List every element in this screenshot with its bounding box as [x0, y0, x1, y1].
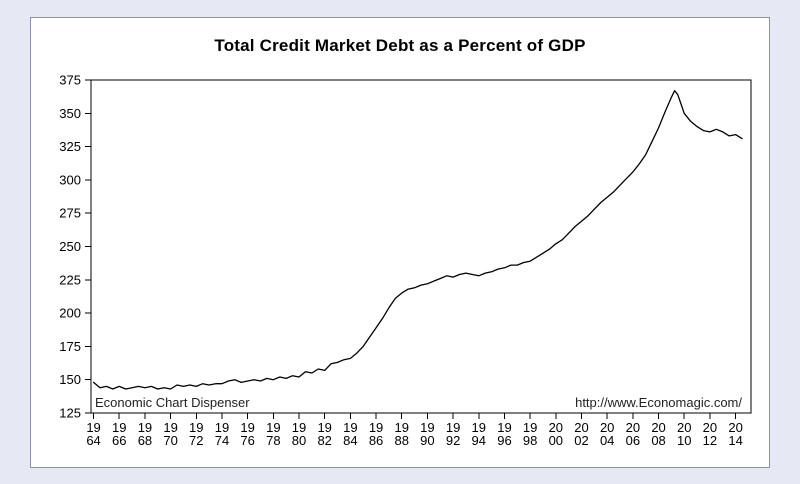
- chart-title: Total Credit Market Debt as a Percent of…: [214, 36, 586, 55]
- x-tick-label: 19 96: [497, 420, 511, 448]
- y-tick-label: 275: [59, 206, 81, 221]
- x-tick-label: 20 00: [549, 420, 563, 448]
- x-tick-label: 19 82: [317, 420, 331, 448]
- x-tick-label: 20 02: [574, 420, 588, 448]
- x-tick-label: 19 70: [163, 420, 177, 448]
- y-tick-label: 150: [59, 372, 81, 387]
- y-tick-label: 200: [59, 306, 81, 321]
- y-tick-label: 175: [59, 339, 81, 354]
- x-tick-label: 19 92: [446, 420, 460, 448]
- debt-percent-gdp-line: [92, 90, 743, 390]
- x-tick-label: 20 12: [703, 420, 717, 448]
- line-chart: 125 150 175 200 225 250 275 300 325 350 375 19 64 19 6…: [59, 73, 752, 448]
- x-tick-label: 20 06: [626, 420, 640, 448]
- x-tick-label: 19 72: [189, 420, 203, 448]
- y-tick-label: 250: [59, 239, 81, 254]
- x-tick-label: 20 10: [677, 420, 691, 448]
- x-tick-label: 19 88: [395, 420, 409, 448]
- y-tick-label: 125: [59, 406, 81, 421]
- x-tick-label: 19 84: [343, 420, 357, 448]
- chart-card: Total Credit Market Debt as a Percent of…: [30, 17, 770, 468]
- x-tick-label: 19 66: [112, 420, 126, 448]
- x-tick-label: 19 90: [420, 420, 434, 448]
- x-tick-label: 19 78: [266, 420, 280, 448]
- x-tick-label: 19 80: [292, 420, 306, 448]
- x-tick-label: 19 76: [240, 420, 254, 448]
- y-tick-label: 350: [59, 106, 81, 121]
- watermark-source: Economic Chart Dispenser: [95, 395, 250, 410]
- x-tick-label: 19 94: [472, 420, 486, 448]
- x-tick-label: 20 14: [728, 420, 742, 448]
- y-tick-label: 300: [59, 172, 81, 187]
- y-tick-label: 375: [59, 73, 81, 88]
- plot-border: [90, 79, 752, 414]
- x-tick-label: 19 86: [369, 420, 383, 448]
- x-tick-label: 19 98: [523, 420, 537, 448]
- x-tick-label: 19 68: [138, 420, 152, 448]
- x-tick-label: 19 64: [86, 420, 100, 448]
- x-tick-label: 19 74: [215, 420, 229, 448]
- watermark-url: http://www.Economagic.com/: [575, 395, 742, 410]
- y-tick-label: 225: [59, 272, 81, 287]
- x-tick-label: 20 08: [651, 420, 665, 448]
- y-tick-label: 325: [59, 139, 81, 154]
- x-tick-label: 20 04: [600, 420, 614, 448]
